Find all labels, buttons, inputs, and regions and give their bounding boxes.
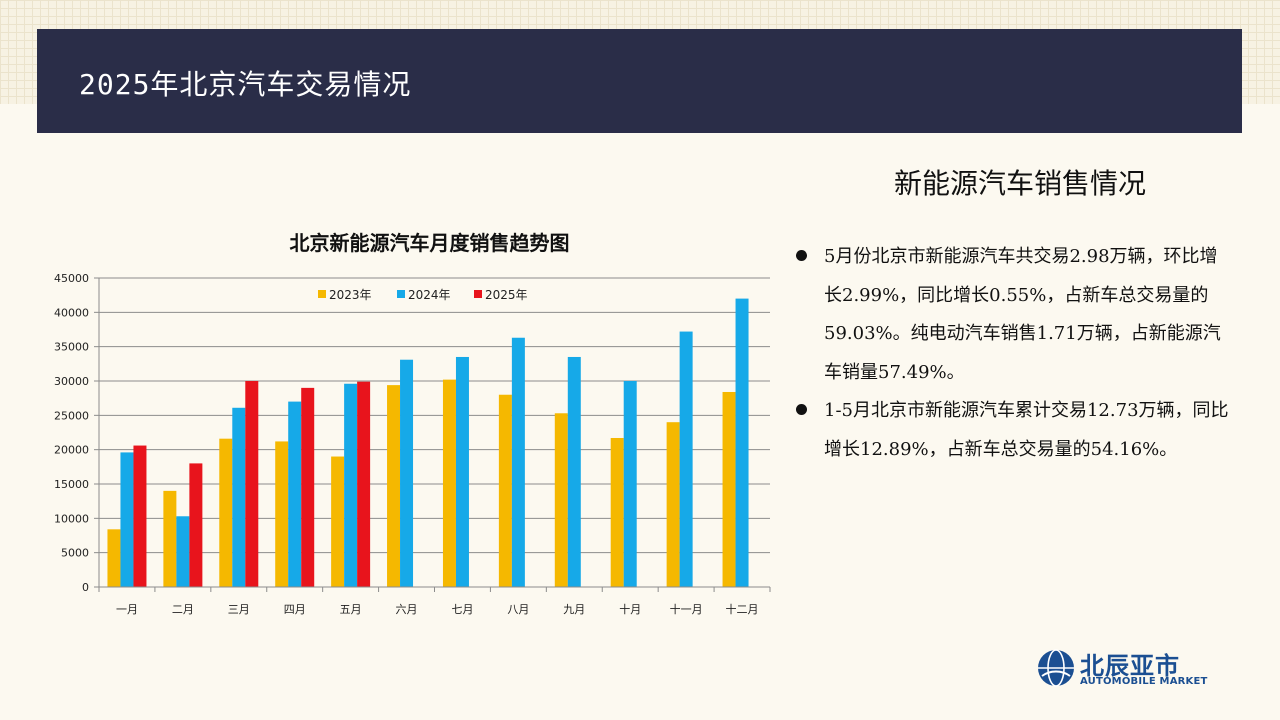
- bar-2024-10: [623, 381, 637, 587]
- chart-area: 北京新能源汽车月度销售趋势图 0 5000 10000 15000 20000 25000 3…: [30, 220, 790, 630]
- legend-label: 2024年: [408, 288, 451, 302]
- bullet-item: 1-5月北京市新能源汽车累计交易12.73万辆，同比增长12.89%，占新车总交…: [792, 392, 1232, 469]
- header-bar: 2025年北京汽车交易情况: [37, 29, 1242, 133]
- bar-2023-12: [722, 391, 736, 587]
- bar-2025-2: [189, 463, 203, 587]
- x-tick-label: 二月: [172, 603, 194, 616]
- legend-label: 2023年: [329, 288, 372, 302]
- bar-2024-9: [567, 356, 581, 587]
- y-tick-label: 0: [82, 581, 89, 594]
- bar-2024-2: [176, 516, 190, 587]
- bar-2025-5: [357, 381, 371, 587]
- legend-swatch: [318, 290, 326, 298]
- bar-2024-1: [120, 452, 134, 587]
- bar-2023-1: [107, 529, 121, 587]
- section-title: 新能源汽车销售情况: [893, 167, 1146, 200]
- x-tick-label: 十二月: [726, 602, 759, 616]
- globe-car-icon: [1038, 649, 1074, 687]
- bullet-item: 5月份北京市新能源汽车共交易2.98万辆，环比增长2.99%，同比增长0.55%…: [792, 238, 1232, 392]
- legend-label: 2025年: [485, 288, 528, 302]
- y-tick-label: 40000: [54, 306, 89, 319]
- bar-2024-7: [455, 356, 469, 587]
- bar-2023-8: [498, 394, 512, 587]
- bar-2023-7: [442, 379, 456, 587]
- legend-swatch: [474, 290, 482, 298]
- bar-2024-11: [679, 331, 693, 587]
- page-title: 2025年北京汽车交易情况: [79, 68, 412, 101]
- x-tick-label: 四月: [284, 603, 306, 616]
- bar-2024-3: [232, 407, 246, 587]
- bar-2023-4: [275, 441, 289, 587]
- bar-2023-11: [666, 422, 680, 587]
- bullet-list: 5月份北京市新能源汽车共交易2.98万辆，环比增长2.99%，同比增长0.55%…: [792, 238, 1232, 469]
- bar-2023-5: [331, 456, 345, 587]
- chart-title: 北京新能源汽车月度销售趋势图: [290, 231, 570, 255]
- x-tick-label: 十一月: [670, 602, 703, 616]
- bar-2023-3: [219, 438, 233, 587]
- x-tick-label: 五月: [340, 603, 362, 616]
- y-tick-label: 20000: [54, 444, 89, 457]
- bar-2025-4: [301, 387, 315, 587]
- bar-2024-12: [735, 298, 749, 587]
- bar-2024-4: [288, 401, 302, 587]
- bar-2025-1: [133, 445, 147, 587]
- y-tick-label: 35000: [54, 341, 89, 354]
- bar-2023-9: [554, 413, 568, 587]
- bar-2023-6: [387, 385, 401, 587]
- logo-english-name: AUTOMOBILE MARKET: [1080, 676, 1208, 687]
- x-tick-label: 十月: [619, 602, 641, 616]
- y-tick-label: 5000: [61, 547, 89, 560]
- bar-2024-5: [344, 383, 358, 587]
- legend-swatch: [397, 290, 405, 298]
- logo-chinese-name: 北辰亚市: [1080, 652, 1180, 680]
- brand-logo: 北辰亚市 AUTOMOBILE MARKET: [1036, 648, 1211, 690]
- bar-2023-2: [163, 490, 177, 587]
- y-tick-label: 45000: [54, 272, 89, 285]
- y-tick-label: 10000: [54, 512, 89, 525]
- y-tick-label: 15000: [54, 478, 89, 491]
- sales-bar-chart: 北京新能源汽车月度销售趋势图 0 5000 10000 15000 20000 25000 3…: [54, 231, 771, 616]
- bar-2024-8: [511, 337, 525, 587]
- x-tick-label: 三月: [228, 603, 250, 616]
- x-tick-label: 一月: [116, 603, 138, 616]
- x-tick-label: 六月: [396, 603, 418, 616]
- x-tick-label: 七月: [451, 603, 473, 616]
- x-tick-label: 九月: [563, 603, 585, 616]
- y-tick-label: 30000: [54, 375, 89, 388]
- bar-2023-10: [610, 437, 624, 587]
- bar-2025-3: [245, 381, 259, 587]
- x-tick-label: 八月: [507, 603, 529, 616]
- bar-2024-6: [400, 359, 414, 587]
- y-tick-label: 25000: [54, 409, 89, 422]
